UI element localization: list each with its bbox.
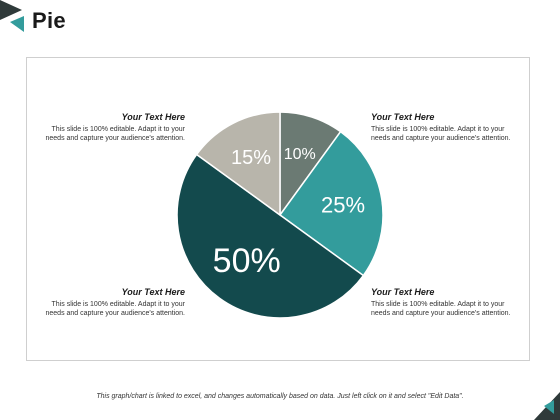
corner-mark [534, 392, 560, 420]
text-block-top-left: Your Text Here This slide is 100% editab… [35, 112, 186, 143]
text-block-bottom-left: Your Text Here This slide is 100% editab… [35, 287, 186, 318]
content-frame [26, 57, 530, 361]
pie-slice-label: 50% [213, 242, 281, 280]
page-title: Pie [32, 8, 66, 33]
text-block-heading: Your Text Here [121, 287, 185, 297]
footer-note: This graph/chart is linked to excel, and… [96, 393, 464, 400]
logo-mark [0, 0, 24, 32]
pie-slice [195, 111, 281, 217]
text-block-top-right: Your Text Here This slide is 100% editab… [371, 112, 521, 143]
pie-slice [278, 130, 384, 277]
text-block-body: This slide is 100% editable. Adapt it to… [45, 126, 186, 142]
text-block-heading: Your Text Here [121, 112, 185, 122]
pie-slice-label: 10% [284, 146, 316, 163]
text-block-heading: Your Text Here [371, 112, 435, 122]
pie-slice [176, 153, 365, 319]
text-block-body: This slide is 100% editable. Adapt it to… [45, 301, 186, 317]
pie-slice-label: 25% [321, 193, 365, 218]
text-block-body: This slide is 100% editable. Adapt it to… [371, 126, 511, 142]
text-block-body: This slide is 100% editable. Adapt it to… [371, 301, 511, 317]
pie-slice-label: 15% [231, 147, 271, 169]
text-block-heading: Your Text Here [371, 287, 435, 297]
text-block-bottom-right: Your Text Here This slide is 100% editab… [371, 287, 521, 318]
